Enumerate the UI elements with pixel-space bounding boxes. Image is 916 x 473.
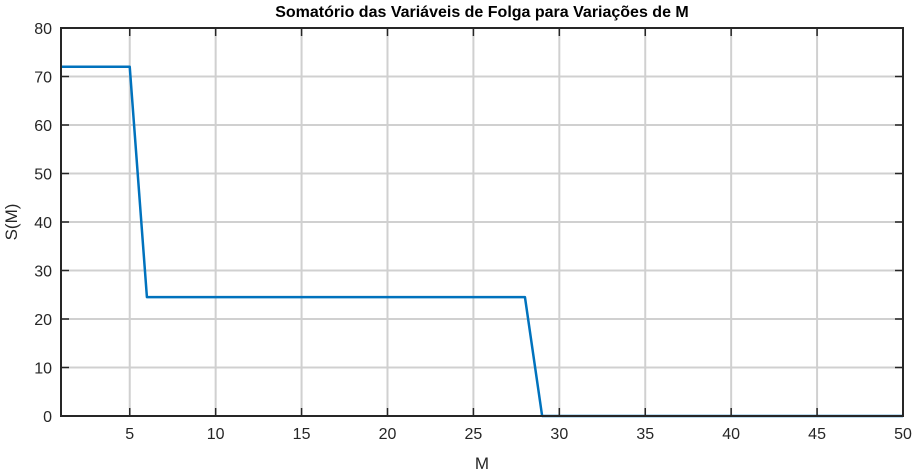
series-line (61, 65, 903, 418)
y-tick-label: 0 (43, 409, 52, 426)
series-layer (61, 65, 903, 418)
y-tick-label: 80 (34, 21, 52, 38)
y-tick-label: 20 (34, 312, 52, 329)
ticks: 5 10 15 20 25 30 35 40 45 50 0 10 20 30 40 50 60 70 80 (34, 21, 912, 443)
x-tick-label: 20 (379, 426, 397, 443)
grid (61, 27, 904, 417)
x-tick-label: 30 (550, 426, 568, 443)
x-tick-label: 15 (293, 426, 311, 443)
y-tick-label: 10 (34, 361, 52, 378)
y-tick-label: 30 (34, 264, 52, 281)
x-tick-label: 5 (125, 426, 134, 443)
chart-title: Somatório das Variáveis de Folga para Va… (275, 4, 689, 21)
x-axis-label: M (475, 454, 489, 473)
y-tick-label: 60 (34, 118, 52, 135)
y-tick-label: 40 (34, 215, 52, 232)
y-tick-label: 70 (34, 70, 52, 87)
x-tick-label: 45 (808, 426, 826, 443)
x-tick-label: 10 (207, 426, 225, 443)
y-axis-label: S(M) (2, 204, 21, 241)
x-tick-label: 40 (722, 426, 740, 443)
y-tick-label: 50 (34, 167, 52, 184)
x-tick-label: 35 (636, 426, 654, 443)
x-tick-label: 50 (894, 426, 912, 443)
x-tick-label: 25 (465, 426, 483, 443)
